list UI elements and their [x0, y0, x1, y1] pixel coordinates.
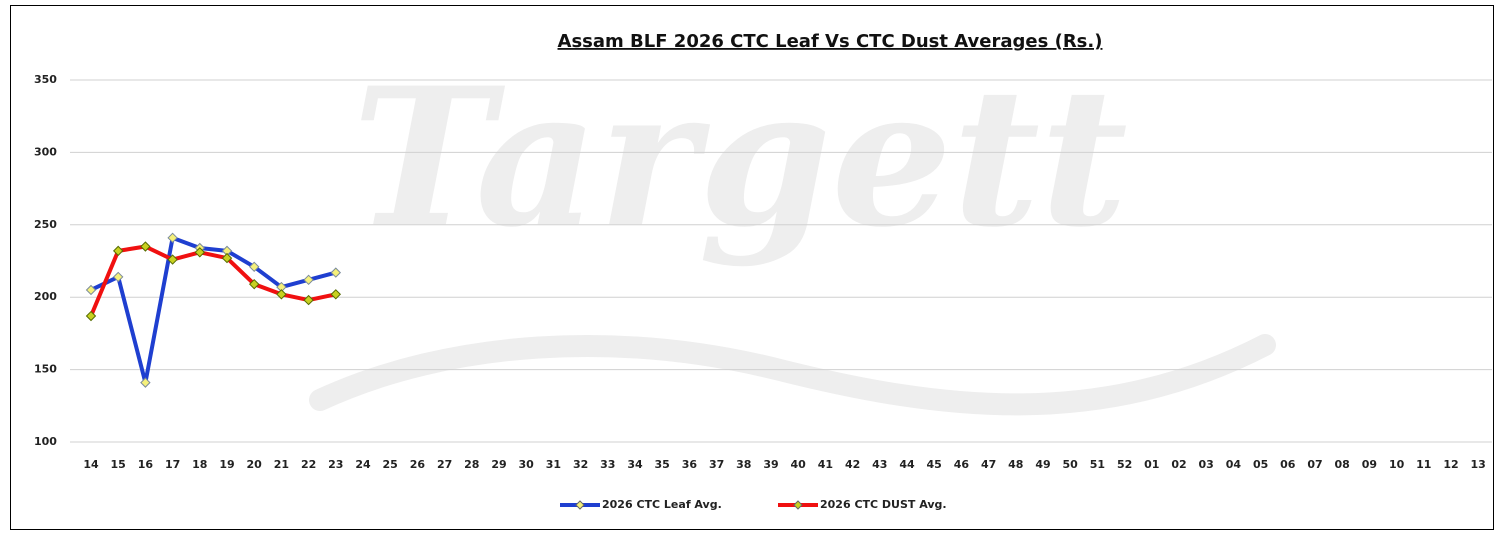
x-tick-label: 38 — [736, 458, 751, 471]
x-tick-label: 24 — [355, 458, 371, 471]
x-tick-label: 17 — [165, 458, 180, 471]
chart-title: Assam BLF 2026 CTC Leaf Vs CTC Dust Aver… — [558, 31, 1103, 52]
x-tick-label: 34 — [627, 458, 643, 471]
x-tick-label: 23 — [328, 458, 343, 471]
x-tick-label: 46 — [954, 458, 970, 471]
watermark: Targett — [352, 46, 1128, 269]
x-tick-label: 14 — [83, 458, 99, 471]
legend-marker — [793, 500, 803, 510]
x-tick-label: 49 — [1035, 458, 1050, 471]
x-tick-label: 35 — [655, 458, 670, 471]
x-tick-label: 20 — [247, 458, 263, 471]
x-tick-label: 42 — [845, 458, 860, 471]
x-tick-label: 04 — [1226, 458, 1242, 471]
point-marker — [167, 254, 178, 265]
x-tick-label: 08 — [1335, 458, 1350, 471]
x-tick-label: 37 — [709, 458, 724, 471]
x-tick-label: 51 — [1090, 458, 1105, 471]
series-line — [90, 235, 337, 385]
series-line — [89, 244, 337, 317]
point-marker — [140, 241, 151, 252]
x-tick-label: 50 — [1063, 458, 1079, 471]
point-marker — [221, 252, 233, 264]
y-tick-label: 200 — [34, 290, 57, 303]
point-marker — [303, 274, 314, 286]
point-marker — [248, 278, 260, 290]
y-tick-label: 150 — [34, 363, 57, 376]
x-tick-label: 10 — [1389, 458, 1405, 471]
x-tick-label: 27 — [437, 458, 452, 471]
x-tick-label: 52 — [1117, 458, 1132, 471]
x-tick-label: 22 — [301, 458, 316, 471]
x-tick-label: 21 — [274, 458, 289, 471]
x-tick-label: 41 — [818, 458, 833, 471]
point-marker — [167, 232, 178, 244]
x-tick-label: 07 — [1307, 458, 1322, 471]
x-tick-label: 36 — [682, 458, 698, 471]
point-marker — [330, 267, 342, 278]
x-tick-label: 11 — [1416, 458, 1431, 471]
point-marker — [85, 310, 97, 322]
x-tick-label: 03 — [1199, 458, 1214, 471]
x-tick-label: 25 — [383, 458, 398, 471]
x-tick-label: 29 — [491, 458, 506, 471]
x-tick-label: 16 — [138, 458, 154, 471]
legend-label: 2026 CTC Leaf Avg. — [602, 498, 722, 511]
y-tick-label: 350 — [34, 73, 57, 86]
point-marker — [112, 245, 124, 257]
x-tick-label: 19 — [219, 458, 234, 471]
x-tick-label: 05 — [1253, 458, 1268, 471]
x-tick-label: 48 — [1008, 458, 1023, 471]
y-tick-label: 100 — [34, 435, 57, 448]
x-tick-label: 15 — [111, 458, 126, 471]
x-tick-label: 45 — [927, 458, 942, 471]
point-marker — [276, 289, 287, 300]
legend-label: 2026 CTC DUST Avg. — [820, 498, 947, 511]
point-marker — [303, 294, 314, 306]
point-marker — [248, 261, 260, 272]
x-tick-label: 33 — [600, 458, 615, 471]
y-tick-label: 300 — [34, 145, 57, 158]
point-marker — [194, 247, 206, 258]
x-tick-label: 18 — [192, 458, 207, 471]
x-tick-label: 30 — [519, 458, 535, 471]
x-tick-label: 40 — [791, 458, 807, 471]
x-tick-label: 02 — [1171, 458, 1186, 471]
x-tick-label: 13 — [1471, 458, 1486, 471]
x-tick-label: 28 — [464, 458, 479, 471]
x-tick-label: 26 — [410, 458, 426, 471]
x-tick-label: 43 — [872, 458, 887, 471]
x-tick-label: 09 — [1362, 458, 1377, 471]
x-tick-label: 47 — [981, 458, 996, 471]
x-tick-label: 12 — [1443, 458, 1458, 471]
x-tick-label: 06 — [1280, 458, 1296, 471]
point-marker — [330, 289, 342, 300]
point-marker — [85, 284, 97, 296]
x-tick-label: 39 — [763, 458, 778, 471]
legend-marker — [575, 500, 585, 510]
x-tick-label: 44 — [899, 458, 915, 471]
x-tick-label: 01 — [1144, 458, 1159, 471]
point-marker — [140, 377, 151, 388]
x-tick-label: 31 — [546, 458, 561, 471]
point-marker — [112, 271, 124, 283]
x-tick-label: 32 — [573, 458, 588, 471]
y-tick-label: 250 — [34, 218, 57, 231]
